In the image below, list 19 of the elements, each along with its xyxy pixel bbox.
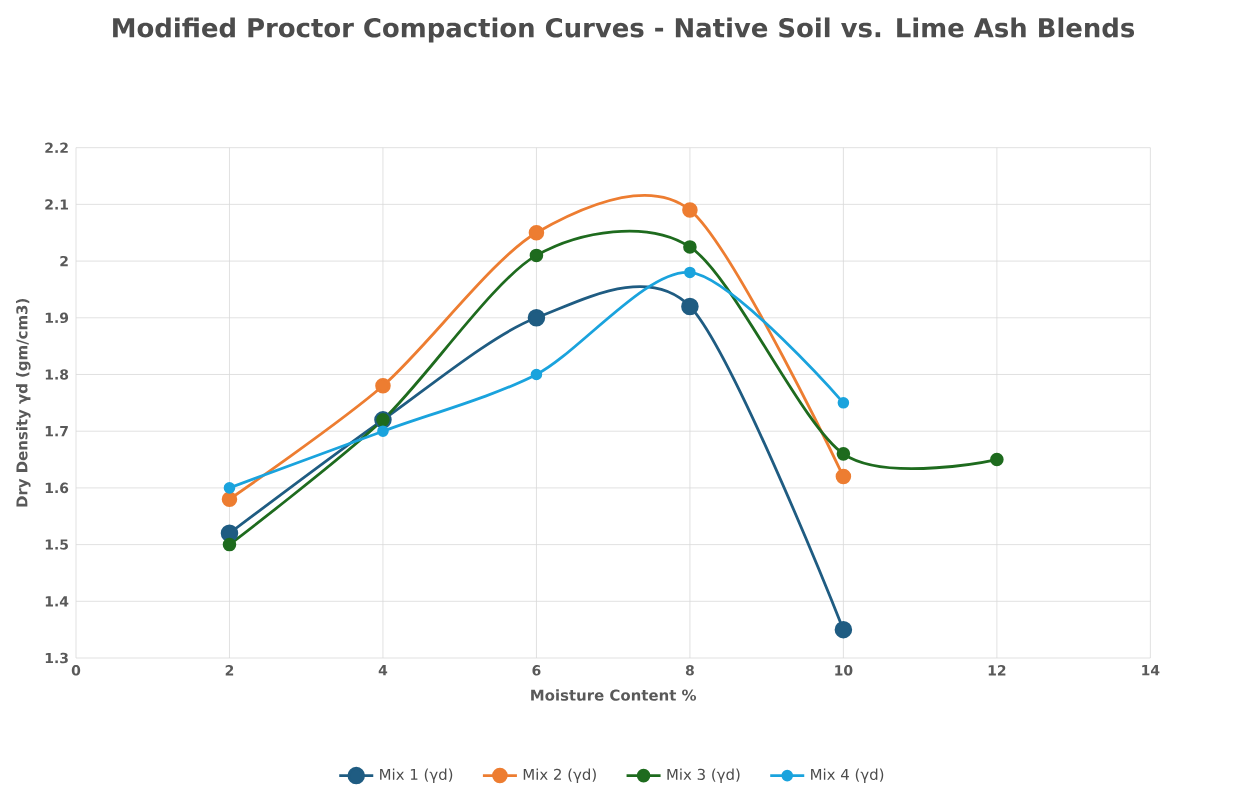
point [527, 309, 546, 327]
point [990, 452, 1004, 467]
point [835, 468, 852, 485]
point [528, 224, 545, 241]
point [530, 368, 543, 381]
point [836, 447, 851, 461]
point [682, 202, 698, 218]
point [683, 240, 697, 254]
point [681, 297, 699, 316]
point [684, 266, 696, 279]
chart-title: Modified Proctor Compaction Curves - Native Soil vs. Lime Ash Blends [113, 17, 1135, 43]
point [223, 482, 236, 494]
point [221, 491, 238, 508]
point [529, 248, 544, 263]
point [834, 620, 853, 639]
point [837, 397, 850, 409]
point [222, 537, 237, 552]
point [377, 425, 389, 437]
point [375, 378, 391, 394]
